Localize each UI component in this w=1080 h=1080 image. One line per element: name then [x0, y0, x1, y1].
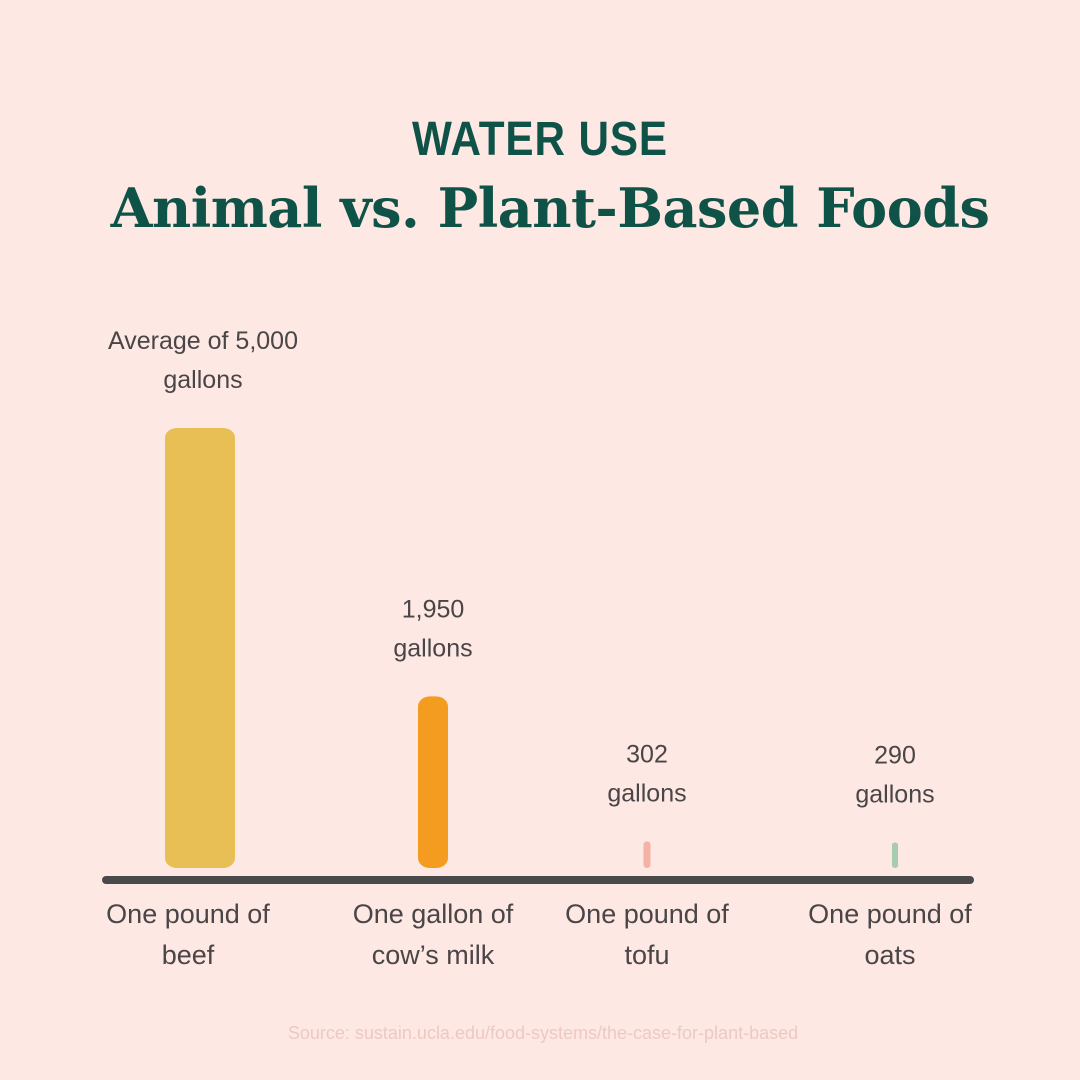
chart-title: Animal vs. Plant-Based Foods — [110, 176, 990, 240]
category-label-0-line-0: One pound of — [106, 899, 270, 929]
category-label-0-line-1: beef — [162, 940, 215, 970]
value-label-1-line-1: gallons — [393, 634, 472, 662]
category-label-1-line-0: One gallon of — [353, 899, 514, 929]
category-label-1-line-1: cow’s milk — [372, 940, 495, 970]
bar-0 — [165, 428, 235, 868]
bar-3 — [892, 842, 898, 868]
bar-1 — [418, 696, 448, 868]
bar-2 — [643, 841, 651, 868]
value-label-0-line-0: Average of 5,000 — [108, 327, 298, 355]
value-label-0-line-1: gallons — [163, 366, 242, 394]
value-label-2-line-1: gallons — [607, 779, 686, 807]
chart-kicker: WATER USE — [412, 113, 668, 166]
value-label-1-line-0: 1,950 — [402, 595, 465, 623]
category-label-3-line-0: One pound of — [808, 899, 972, 929]
category-label-3-line-1: oats — [864, 940, 915, 970]
source-note: Source: sustain.ucla.edu/food-systems/th… — [287, 1023, 799, 1043]
value-label-3-line-1: gallons — [855, 780, 934, 808]
category-label-2-line-0: One pound of — [565, 899, 729, 929]
value-label-2-line-0: 302 — [626, 740, 668, 768]
value-label-3-line-0: 290 — [874, 741, 916, 769]
category-label-2-line-1: tofu — [624, 940, 669, 970]
